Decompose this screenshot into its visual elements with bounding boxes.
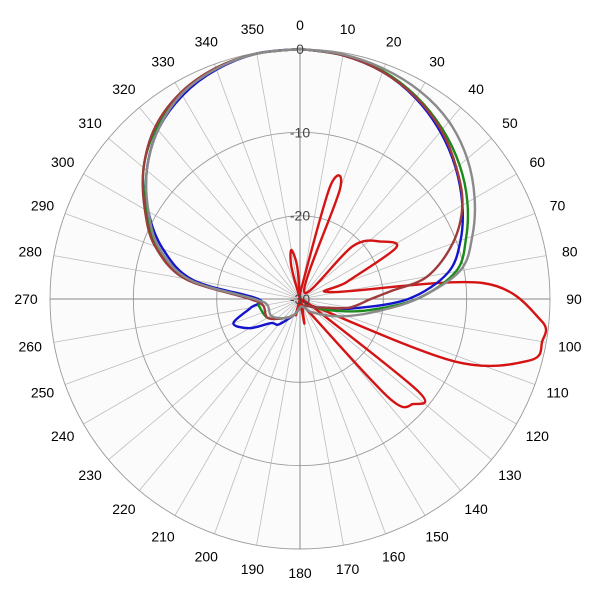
angle-label: 130 — [498, 467, 522, 483]
angle-label: 110 — [546, 385, 569, 401]
radial-tick-label: -20 — [290, 208, 310, 224]
angle-label: 0 — [296, 17, 304, 33]
angle-label: 80 — [562, 243, 578, 259]
angle-label: 160 — [382, 549, 406, 565]
spoke-line — [299, 298, 492, 461]
angle-label: 250 — [31, 385, 55, 401]
series-line-5 — [144, 47, 477, 320]
angle-label: 10 — [340, 21, 356, 37]
spoke-line — [299, 298, 536, 385]
spoke-line — [174, 298, 301, 516]
angle-label: 330 — [151, 54, 175, 70]
angle-label: 180 — [288, 565, 312, 581]
angle-label: 200 — [195, 549, 219, 565]
angle-label: 290 — [31, 197, 55, 213]
spoke-line — [83, 173, 301, 300]
angle-label: 150 — [425, 528, 449, 544]
angle-label: 280 — [19, 243, 43, 259]
angle-label: 30 — [429, 54, 445, 70]
spoke-line — [214, 63, 301, 300]
angle-label: 220 — [112, 501, 136, 517]
spoke-line — [83, 298, 301, 425]
spoke-line — [64, 298, 301, 385]
angle-label: 320 — [112, 81, 136, 97]
radial-tick-label: -10 — [290, 124, 310, 140]
angle-label: 300 — [51, 154, 75, 170]
spoke-line — [299, 82, 426, 300]
angle-label: 240 — [51, 428, 75, 444]
spoke-line — [174, 82, 301, 300]
spoke-line — [299, 107, 462, 300]
radial-tick-label: -30 — [290, 291, 310, 307]
angle-label: 190 — [241, 561, 265, 577]
angle-label: 340 — [195, 34, 219, 50]
radial-tick-label: 0 — [296, 41, 304, 57]
spoke-line — [53, 255, 301, 300]
spoke-line — [299, 52, 344, 300]
spoke-line — [108, 137, 301, 300]
spoke-line — [214, 298, 301, 535]
spoke-line — [299, 298, 547, 343]
angle-label: 60 — [530, 154, 546, 170]
spoke-line — [299, 298, 517, 425]
angle-label: 230 — [78, 467, 102, 483]
spoke-line — [138, 298, 301, 491]
angle-label: 100 — [558, 339, 582, 355]
spoke-line — [299, 298, 344, 546]
angle-label: 40 — [468, 81, 484, 97]
spoke-line — [299, 298, 426, 516]
angle-label: 210 — [151, 528, 175, 544]
angle-label: 50 — [502, 115, 518, 131]
angle-label: 70 — [550, 197, 566, 213]
angle-label: 350 — [241, 21, 265, 37]
spoke-line — [299, 173, 517, 300]
angle-label: 90 — [566, 291, 582, 307]
spoke-line — [299, 298, 386, 535]
spoke-line — [108, 298, 301, 461]
angle-label: 140 — [464, 501, 488, 517]
angle-label: 260 — [19, 339, 43, 355]
angle-label: 310 — [78, 115, 102, 131]
angle-label: 170 — [336, 561, 360, 577]
spoke-line — [64, 213, 301, 300]
angle-label: 270 — [14, 291, 38, 307]
spoke-line — [256, 298, 301, 546]
series-group — [141, 47, 548, 409]
label-group: 0 10 20 30 40 50 60 70 80 90 100 110 120 130 140 150 160… — [14, 17, 582, 581]
angle-label: 20 — [386, 34, 402, 50]
spoke-line — [138, 107, 301, 300]
spoke-line — [256, 52, 301, 300]
angle-label: 120 — [526, 428, 550, 444]
